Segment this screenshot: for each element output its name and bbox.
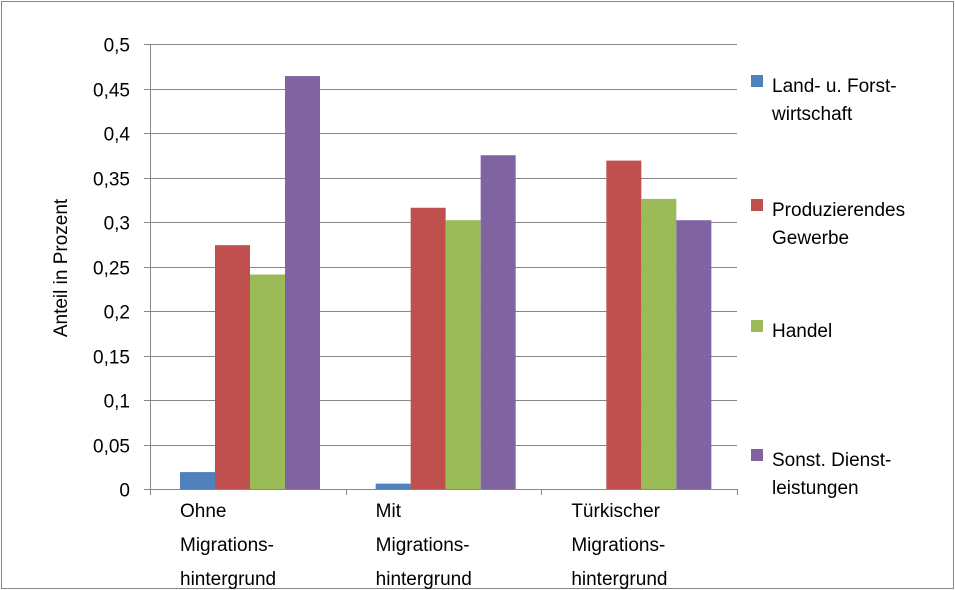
- legend-label: wirtschaft: [771, 104, 853, 125]
- y-tick-label: 0,25: [93, 259, 130, 280]
- y-tick-label: 0,05: [93, 437, 130, 458]
- legend-label: Handel: [772, 321, 832, 342]
- legend-label: Sonst. Dienst-: [772, 450, 891, 471]
- x-category-labels: Ohne Migrations-hintergrund Mit Migrations-…: [180, 501, 667, 590]
- bar: [215, 245, 250, 489]
- y-tick-label: 0,35: [93, 170, 130, 191]
- x-category-label: Mit: [376, 501, 402, 522]
- x-category-label: Migrations-: [180, 535, 274, 556]
- bar: [606, 160, 642, 489]
- bar: [641, 198, 677, 490]
- y-tick-label: 0,15: [93, 348, 130, 369]
- y-tick-label: 0,2: [104, 303, 130, 324]
- bar: [676, 220, 712, 489]
- x-category-label: Migrations-: [571, 535, 665, 556]
- bar: [375, 483, 411, 489]
- legend-swatch: [751, 199, 763, 211]
- legend-swatch: [751, 449, 763, 461]
- bar: [480, 155, 516, 489]
- bar: [250, 274, 285, 489]
- y-axis-title: Anteil in Prozent: [51, 198, 72, 337]
- x-category-label: hintergrund: [376, 569, 472, 590]
- x-category-label: hintergrund: [571, 569, 667, 590]
- y-tick-label: 0,45: [93, 81, 130, 102]
- legend-swatch: [751, 320, 763, 332]
- bars: [180, 76, 712, 490]
- x-category-label: Migrations-: [376, 535, 470, 556]
- axes: [144, 44, 738, 495]
- bar: [285, 76, 320, 489]
- x-category-label: hintergrund: [180, 569, 276, 590]
- y-tick-label: 0: [119, 481, 130, 502]
- y-tick-labels: 0 0,05 0,1 0,15 0,2 0,25 0,3 0,35 0,4 0,45 0,5: [93, 36, 130, 502]
- legend: Land- u. Forst-wirtschaft Produzierendes G…: [751, 75, 905, 499]
- x-category-label: Ohne: [180, 501, 226, 522]
- bar: [445, 220, 481, 489]
- bar: [410, 207, 446, 489]
- x-category-label: Türkischer: [571, 501, 660, 522]
- legend-swatch: [751, 75, 763, 87]
- legend-label: Gewerbe: [772, 228, 849, 249]
- y-tick-label: 0,5: [104, 36, 130, 57]
- y-tick-label: 0,4: [104, 125, 131, 146]
- y-tick-label: 0,1: [104, 392, 130, 413]
- legend-label: Produzierendes: [772, 200, 905, 221]
- bar: [180, 472, 215, 489]
- legend-label: leistungen: [772, 478, 859, 499]
- y-tick-label: 0,3: [104, 214, 130, 235]
- legend-label: Land- u. Forst-: [772, 76, 897, 97]
